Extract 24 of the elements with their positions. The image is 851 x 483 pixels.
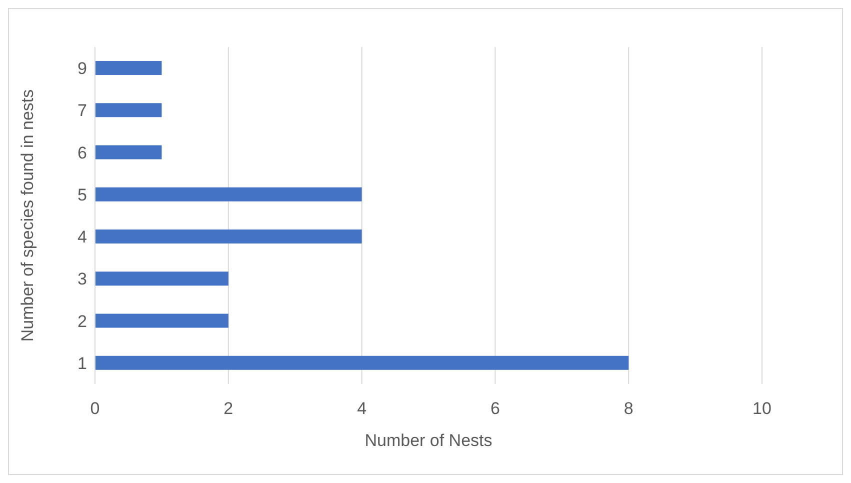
y-tick-label: 2 [78, 312, 87, 331]
bar [95, 145, 162, 160]
y-tick-label: 7 [78, 101, 87, 120]
bar [95, 356, 629, 370]
y-tick-label: 3 [78, 270, 87, 289]
y-tick-label: 9 [78, 59, 87, 78]
x-tick-label: 2 [224, 399, 234, 418]
x-tick-label: 10 [752, 399, 772, 418]
x-axis-title: Number of Nests [364, 431, 492, 450]
x-tick-label: 4 [357, 399, 367, 418]
x-tick-label: 0 [90, 399, 100, 418]
bar [95, 103, 162, 118]
bar [95, 272, 228, 286]
bar [95, 61, 162, 75]
y-axis-title: Number of species found in nests [18, 89, 38, 342]
x-tick-label: 6 [490, 399, 500, 418]
y-tick-label: 4 [78, 228, 87, 247]
bar [95, 230, 362, 244]
bar [95, 314, 228, 328]
y-tick-label: 6 [78, 143, 87, 162]
y-tick-label: 5 [78, 185, 87, 204]
y-tick-label: 1 [78, 354, 87, 373]
bar [95, 187, 362, 202]
x-tick-label: 8 [624, 399, 634, 418]
